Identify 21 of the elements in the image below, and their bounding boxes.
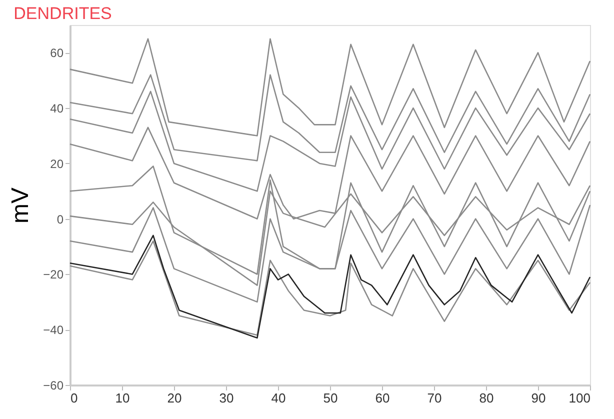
y-tick-label: 60: [50, 46, 64, 60]
y-tick-label: 40: [50, 102, 64, 116]
x-tick-label: 90: [531, 390, 546, 406]
y-tick-label: −40: [43, 323, 64, 338]
x-tick-label: 20: [167, 390, 182, 406]
x-tick-label: 80: [479, 390, 494, 406]
x-tick-label: 30: [219, 390, 234, 406]
chart-title: DENDRITES: [14, 4, 112, 23]
y-tick-label: 20: [50, 156, 64, 171]
x-tick-label: 50: [323, 390, 338, 406]
line-series: [69, 38, 591, 136]
x-tick-label: 10: [115, 390, 130, 406]
y-tick-label: −60: [43, 378, 64, 392]
y-tick-label: −20: [43, 268, 64, 282]
x-tick-label: 70: [427, 390, 442, 406]
x-tick-label: 100: [568, 390, 590, 406]
x-tick-label: 60: [375, 390, 390, 406]
x-tick-label: 0: [70, 390, 78, 406]
y-axis-title: mV: [7, 188, 34, 224]
y-tick-label: 0: [56, 212, 64, 226]
x-tick-label: 40: [271, 390, 286, 406]
